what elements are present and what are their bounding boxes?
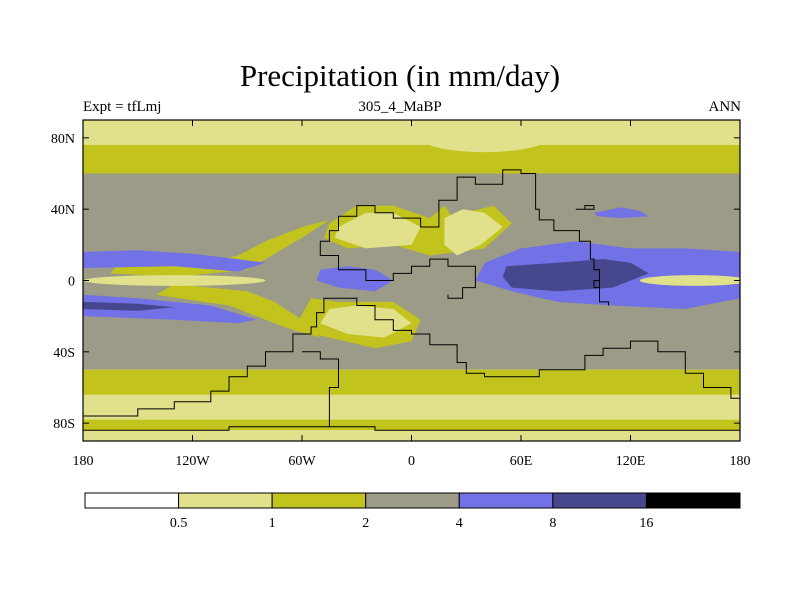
- x-axis: 180 120W 60W 0 60E 120E 180: [73, 120, 751, 469]
- experiment-label: Expt = tfLmj: [83, 99, 162, 115]
- x-tick-label: 180: [730, 454, 751, 469]
- colorbar-label: 0.5: [170, 516, 188, 531]
- continent-outlines: [83, 169, 740, 431]
- y-tick-label: 40S: [53, 346, 75, 361]
- y-tick-label: 80S: [53, 417, 75, 432]
- band-south-subpolar: [83, 394, 740, 420]
- x-tick-label: 120E: [616, 454, 646, 469]
- y-tick-label: 80N: [51, 132, 75, 147]
- east-laurasia-dry-inner: [444, 209, 503, 256]
- y-axis: 80N 40N 0 40S 80S: [51, 132, 740, 432]
- y-tick-label: 0: [68, 275, 75, 290]
- antarctic-coast: [83, 426, 740, 431]
- colorbar-swatch: [178, 492, 273, 509]
- east-pacific-dry-south: [156, 284, 321, 338]
- north-asia-island: [575, 205, 595, 210]
- colorbar-label: 2: [362, 516, 369, 531]
- gondwana-east-coast: [323, 297, 740, 399]
- season-label: ANN: [708, 99, 742, 115]
- plot-title: Precipitation (in mm/day): [239, 58, 561, 93]
- x-tick-label: 60W: [288, 454, 316, 469]
- band-south-polar-low: [83, 419, 740, 431]
- itcz-south-pacific: [83, 294, 257, 324]
- y-tick-label: 40N: [51, 203, 75, 218]
- gondwana-coastline: [83, 298, 325, 417]
- colorbar-swatch: [365, 492, 460, 509]
- band-north-midlat-low: [83, 144, 740, 178]
- x-tick-label: 0: [408, 454, 415, 469]
- western-gondwana-inner: [302, 351, 339, 427]
- precipitation-field: [83, 120, 740, 441]
- colorbar-swatch: [552, 492, 647, 509]
- x-tick-label: 120W: [175, 454, 210, 469]
- spcz-core: [83, 301, 175, 311]
- east-indian-dry-tongue: [639, 275, 740, 286]
- laurasia-dry-inner: [334, 212, 421, 249]
- pacific-dry-tongue: [83, 275, 266, 286]
- colorbar-swatch: [458, 492, 554, 509]
- colorbar-swatch: [84, 492, 180, 509]
- colorbar-swatch: [645, 492, 741, 509]
- itcz-north-pacific: [83, 250, 266, 272]
- colorbar-label: 4: [456, 516, 463, 531]
- colorbar-label: 1: [269, 516, 276, 531]
- east-tethys-islands: [593, 280, 600, 289]
- colorbar-label: 16: [639, 516, 653, 531]
- x-tick-label: 60E: [510, 454, 533, 469]
- laurasia-south-coast: [319, 241, 476, 299]
- north-atlantic-dry-tongue: [420, 123, 549, 153]
- x-tick-label: 180: [73, 454, 94, 469]
- colorbar-label: 8: [549, 516, 556, 531]
- gondwana-dry-inner: [320, 305, 412, 338]
- laurasia-coastline: [320, 169, 610, 306]
- atlantic-wet-patch: [316, 266, 394, 292]
- colorbar-swatch: [271, 492, 367, 509]
- north-asia-wet-patch: [594, 207, 649, 219]
- time-period-label: 305_4_MaBP: [358, 99, 442, 115]
- colorbar: 0.5 1 2 4 8 16: [84, 492, 741, 531]
- indo-pacific-core: [502, 259, 649, 292]
